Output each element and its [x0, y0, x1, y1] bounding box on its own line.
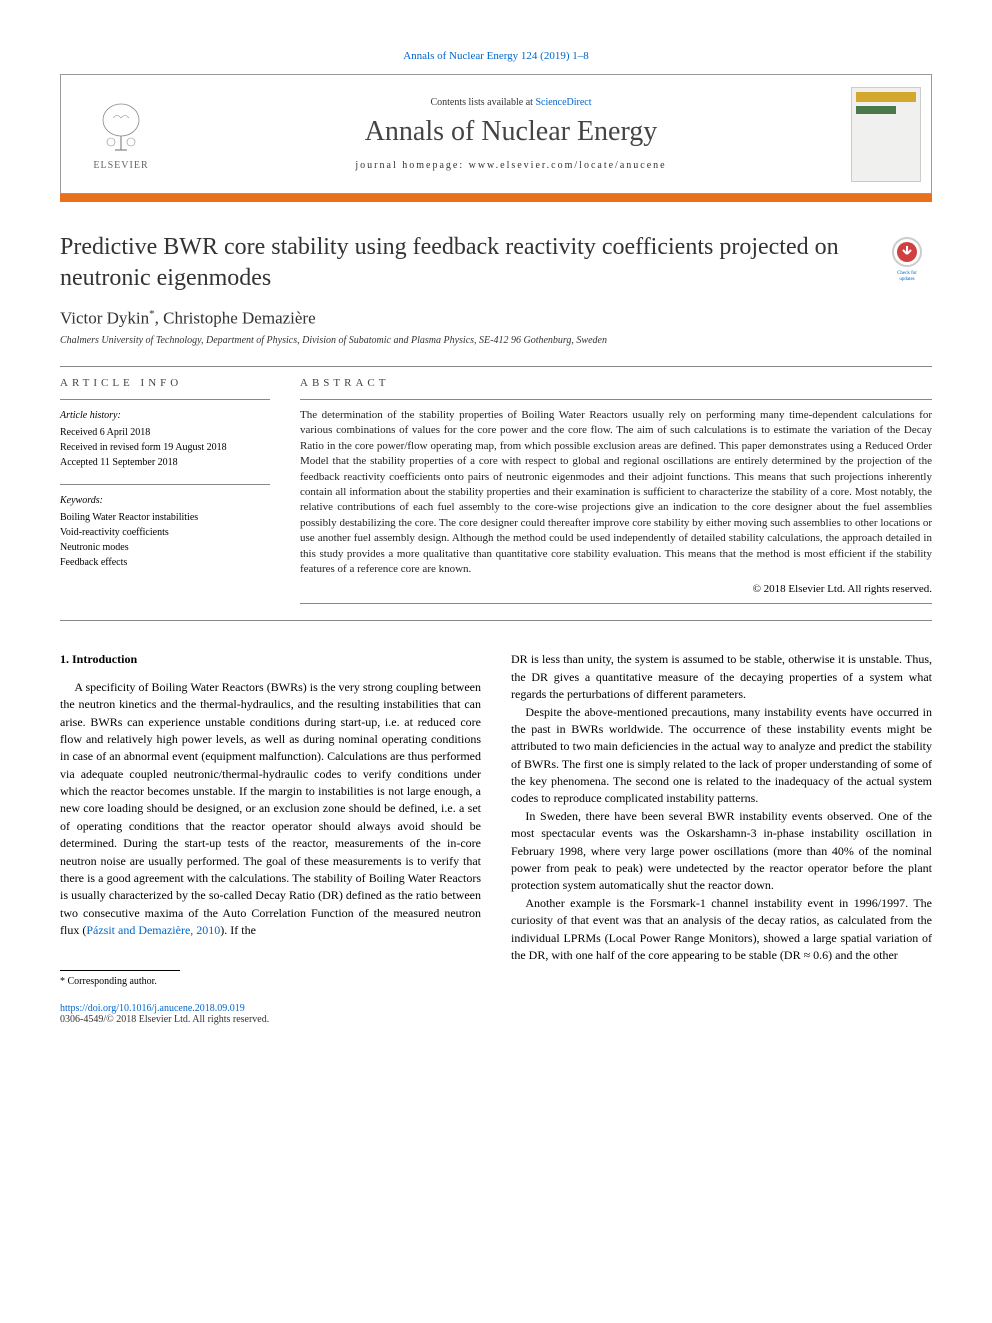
contents-line: Contents lists available at ScienceDirec…: [171, 97, 851, 108]
svg-text:Check for: Check for: [897, 271, 917, 276]
citation-link[interactable]: Pázsit and Demazière, 2010: [86, 923, 220, 937]
footnote-divider: [60, 970, 180, 971]
check-updates-icon[interactable]: Check for updates: [882, 232, 932, 282]
corresponding-author-note: * Corresponding author.: [60, 975, 481, 990]
history-title: Article history:: [60, 408, 270, 423]
abstract-text: The determination of the stability prope…: [300, 408, 932, 577]
divider: [300, 399, 932, 400]
publisher-logo-text: ELSEVIER: [93, 160, 148, 171]
abstract-copyright: © 2018 Elsevier Ltd. All rights reserved…: [300, 583, 932, 595]
sciencedirect-link[interactable]: ScienceDirect: [535, 97, 591, 108]
body-paragraph: In Sweden, there have been several BWR i…: [511, 808, 932, 895]
elsevier-tree-icon: [91, 98, 151, 158]
contents-prefix: Contents lists available at: [430, 97, 535, 108]
authors: Victor Dykin*, Christophe Demazière: [60, 308, 932, 329]
author-1-mark: *: [149, 308, 155, 320]
divider: [60, 620, 932, 621]
divider: [60, 484, 270, 485]
journal-reference: Annals of Nuclear Energy 124 (2019) 1–8: [60, 50, 932, 62]
publisher-logo: ELSEVIER: [71, 84, 171, 184]
divider: [60, 366, 932, 367]
author-2: Christophe Demazière: [163, 309, 315, 328]
history-received: Received 6 April 2018: [60, 425, 270, 440]
keywords-title: Keywords:: [60, 493, 270, 508]
divider: [300, 603, 932, 604]
homepage-url[interactable]: www.elsevier.com/locate/anucene: [469, 160, 667, 171]
header-box: ELSEVIER Contents lists available at Sci…: [60, 74, 932, 194]
section-heading: 1. Introduction: [60, 651, 481, 668]
body-text: A specificity of Boiling Water Reactors …: [60, 680, 481, 937]
body-paragraph: Another example is the Forsmark-1 channe…: [511, 895, 932, 965]
homepage-label: journal homepage:: [355, 160, 468, 171]
keyword: Boiling Water Reactor instabilities: [60, 510, 270, 525]
journal-cover-thumbnail: [851, 87, 921, 182]
keyword: Feedback effects: [60, 555, 270, 570]
body-text: ). If the: [220, 923, 256, 937]
body-paragraph: DR is less than unity, the system is ass…: [511, 651, 932, 703]
article-title: Predictive BWR core stability using feed…: [60, 232, 862, 294]
body-paragraph: Despite the above-mentioned precautions,…: [511, 704, 932, 808]
affiliation: Chalmers University of Technology, Depar…: [60, 335, 932, 346]
abstract-label: ABSTRACT: [300, 377, 932, 389]
keyword: Neutronic modes: [60, 540, 270, 555]
svg-text:updates: updates: [899, 277, 914, 282]
divider: [60, 399, 270, 400]
journal-name: Annals of Nuclear Energy: [171, 116, 851, 148]
body-paragraph: A specificity of Boiling Water Reactors …: [60, 679, 481, 940]
keyword: Void-reactivity coefficients: [60, 525, 270, 540]
doi-link[interactable]: https://doi.org/10.1016/j.anucene.2018.0…: [60, 1003, 932, 1014]
author-1: Victor Dykin: [60, 309, 149, 328]
history-revised: Received in revised form 19 August 2018: [60, 440, 270, 455]
accent-bar: [60, 194, 932, 202]
article-info-label: ARTICLE INFO: [60, 377, 270, 389]
issn-line: 0306-4549/© 2018 Elsevier Ltd. All right…: [60, 1014, 932, 1025]
history-accepted: Accepted 11 September 2018: [60, 455, 270, 470]
homepage-line: journal homepage: www.elsevier.com/locat…: [171, 160, 851, 171]
